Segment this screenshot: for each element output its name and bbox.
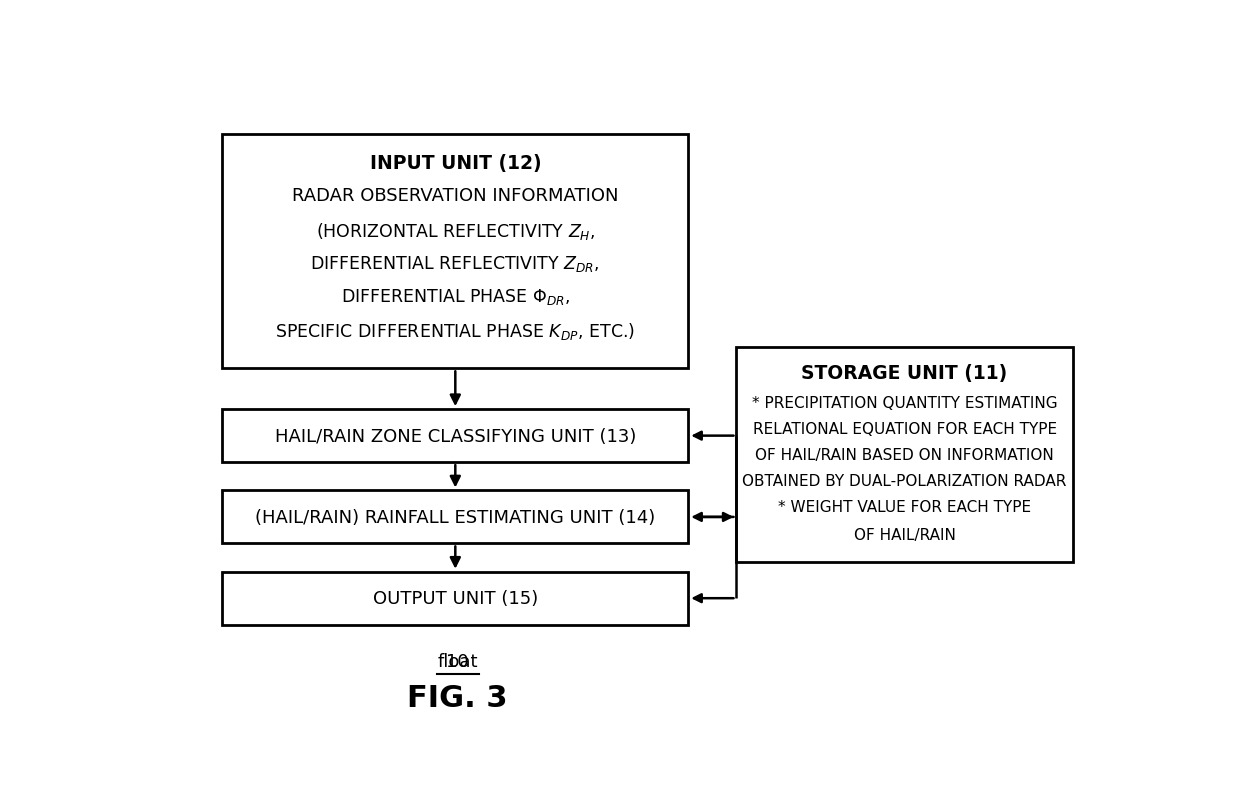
Text: * PRECIPITATION QUANTITY ESTIMATING: * PRECIPITATION QUANTITY ESTIMATING: [751, 396, 1058, 410]
Text: (HORIZONTAL REFLECTIVITY $Z_{H}$,: (HORIZONTAL REFLECTIVITY $Z_{H}$,: [316, 221, 595, 242]
Text: float: float: [438, 653, 477, 671]
Text: INPUT UNIT (12): INPUT UNIT (12): [370, 153, 541, 173]
Text: SPECIFIC DIFFERENTIAL PHASE $K_{DP}$, ETC.): SPECIFIC DIFFERENTIAL PHASE $K_{DP}$, ET…: [275, 321, 635, 342]
Bar: [222, 572, 688, 625]
Text: FIG. 3: FIG. 3: [408, 684, 508, 713]
Text: * WEIGHT VALUE FOR EACH TYPE: * WEIGHT VALUE FOR EACH TYPE: [777, 499, 1032, 514]
Bar: [222, 135, 688, 369]
Text: DIFFERENTIAL REFLECTIVITY $Z_{DR}$,: DIFFERENTIAL REFLECTIVITY $Z_{DR}$,: [310, 254, 600, 273]
Text: (HAIL/RAIN) RAINFALL ESTIMATING UNIT (14): (HAIL/RAIN) RAINFALL ESTIMATING UNIT (14…: [255, 508, 656, 526]
Text: RELATIONAL EQUATION FOR EACH TYPE: RELATIONAL EQUATION FOR EACH TYPE: [753, 422, 1056, 436]
Text: OF HAIL/RAIN: OF HAIL/RAIN: [853, 527, 956, 542]
Bar: [222, 491, 688, 544]
Text: HAIL/RAIN ZONE CLASSIFYING UNIT (13): HAIL/RAIN ZONE CLASSIFYING UNIT (13): [274, 427, 636, 445]
Text: DIFFERENTIAL PHASE $\Phi_{DR}$,: DIFFERENTIAL PHASE $\Phi_{DR}$,: [341, 286, 570, 307]
Text: OF HAIL/RAIN BASED ON INFORMATION: OF HAIL/RAIN BASED ON INFORMATION: [755, 448, 1054, 462]
Text: OUTPUT UNIT (15): OUTPUT UNIT (15): [373, 590, 538, 607]
Bar: [222, 410, 688, 462]
Text: RADAR OBSERVATION INFORMATION: RADAR OBSERVATION INFORMATION: [293, 187, 619, 204]
Text: OBTAINED BY DUAL-POLARIZATION RADAR: OBTAINED BY DUAL-POLARIZATION RADAR: [743, 473, 1066, 488]
Bar: [737, 347, 1073, 563]
Text: STORAGE UNIT (11): STORAGE UNIT (11): [801, 363, 1008, 383]
Text: 10: 10: [446, 653, 469, 671]
